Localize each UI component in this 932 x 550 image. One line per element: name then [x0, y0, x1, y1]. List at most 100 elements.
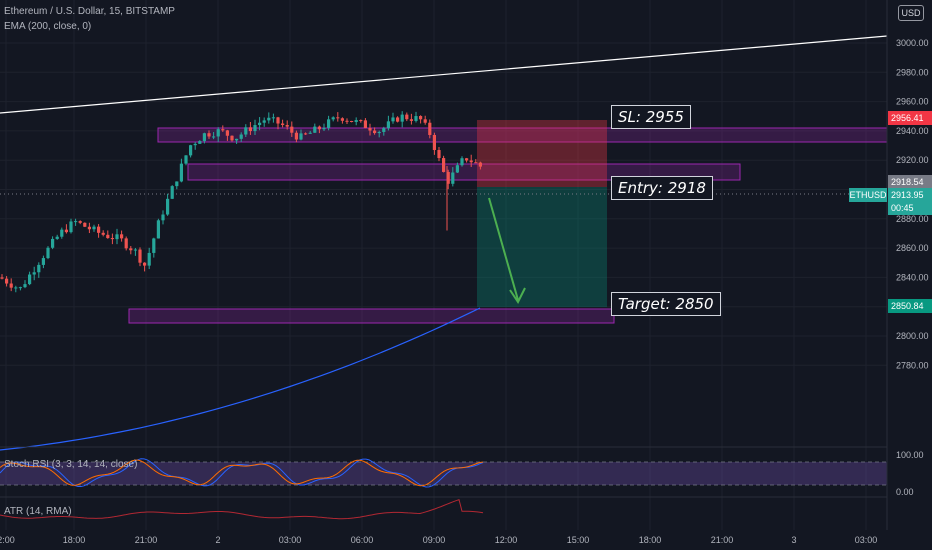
candle-body	[51, 238, 55, 248]
candle-body	[248, 127, 252, 132]
candle-body	[276, 117, 280, 124]
candle-body	[143, 262, 147, 266]
candle-body	[478, 162, 482, 167]
candle-body	[359, 120, 363, 122]
candle-body	[345, 120, 349, 122]
candle-body	[386, 121, 390, 129]
target-annotation[interactable]: Target: 2850	[611, 292, 721, 316]
candle-body	[28, 274, 32, 285]
candle-body	[221, 129, 225, 131]
candle-body	[83, 222, 87, 227]
symbol-tag: ETHUSD	[849, 188, 887, 202]
candle-body	[437, 150, 441, 159]
candle-body	[189, 145, 193, 156]
candle-body	[442, 158, 446, 172]
ema-legend[interactable]: EMA (200, close, 0)	[4, 21, 92, 32]
candle-body	[244, 127, 248, 135]
candle-body	[391, 117, 395, 122]
candle-body	[115, 234, 119, 240]
time-axis[interactable]: 2:00 18:00 21:00 2 03:00 06:00 09:00 12:00 15:00…	[0, 535, 877, 545]
stoch-axis-label: 0.00	[896, 487, 914, 497]
candle-body	[377, 131, 381, 134]
price-axis-label: 2980.00	[896, 67, 929, 77]
stoch-rsi-legend[interactable]: Stoch RSI (3, 3, 14, 14, close)	[4, 459, 138, 470]
candle-body	[322, 127, 326, 130]
candle-body	[87, 226, 91, 230]
candle-body	[290, 126, 294, 133]
candle-body	[207, 133, 211, 137]
trend-line[interactable]	[0, 35, 888, 114]
candle-body	[308, 132, 312, 134]
candle-body	[253, 125, 257, 132]
candle-body	[368, 127, 372, 131]
candle-body	[64, 229, 68, 233]
candle-body	[230, 135, 234, 141]
candle-body	[400, 114, 404, 122]
candle-body	[299, 133, 303, 140]
candle-body	[9, 283, 13, 288]
chart-title[interactable]: Ethereum / U.S. Dollar, 15, BITSTAMP	[4, 6, 175, 17]
candle-body	[41, 258, 45, 265]
sl-annotation[interactable]: SL: 2955	[611, 105, 691, 129]
candle-body	[396, 117, 400, 122]
candle-body	[202, 133, 206, 142]
candle-body	[106, 234, 110, 239]
candle-body	[455, 165, 459, 173]
price-axis-label: 3000.00	[896, 38, 929, 48]
candle-body	[124, 238, 128, 249]
price-axis-label: 2780.00	[896, 360, 929, 370]
candle-body	[313, 126, 317, 133]
candle-body	[133, 249, 137, 251]
candle-body	[120, 234, 124, 239]
price-axis-label: 2960.00	[896, 97, 929, 107]
countdown-tag: 00:45	[888, 201, 932, 215]
candle-body	[317, 126, 321, 130]
candle-body	[285, 124, 289, 127]
candle-body	[14, 287, 18, 289]
candle-body	[97, 226, 101, 233]
time-axis-label: 21:00	[135, 535, 158, 545]
candle-body	[432, 134, 436, 151]
atr-legend[interactable]: ATR (14, RMA)	[4, 506, 72, 517]
entry-annotation[interactable]: Entry: 2918	[611, 176, 713, 200]
grid-lines	[0, 0, 887, 530]
projection-arrow[interactable]	[488, 197, 526, 304]
candle-body	[414, 116, 418, 121]
candle-body	[216, 129, 220, 137]
candle-body	[147, 252, 151, 266]
candle-body	[451, 172, 455, 184]
time-axis-label: 3	[791, 535, 796, 545]
candle-body	[198, 141, 202, 144]
entry-price-tag: 2918.54	[888, 175, 932, 189]
stoch-axis-label: 100.00	[896, 450, 924, 460]
candle-body	[18, 287, 22, 289]
candle-body	[152, 238, 156, 253]
stoch-axis: 100.00 0.00	[896, 450, 924, 497]
price-axis-label: 2860.00	[896, 243, 929, 253]
candle-body	[474, 162, 478, 164]
candle-body	[129, 248, 133, 251]
target-price-tag: 2850.84	[888, 299, 932, 313]
sl-price-tag: 2956.41	[888, 111, 932, 125]
candle-body	[166, 198, 170, 215]
candle-body	[193, 143, 197, 146]
candle-body	[212, 136, 216, 138]
reward-box	[477, 187, 607, 307]
candle-body	[78, 221, 82, 223]
candle-body	[46, 247, 50, 259]
candle-body	[460, 158, 464, 166]
time-axis-label: 03:00	[279, 535, 302, 545]
candle-body	[239, 134, 243, 139]
candle-body	[32, 272, 36, 275]
candle-body	[294, 132, 298, 140]
candle-body	[465, 158, 469, 161]
candle-body	[23, 284, 27, 288]
candle-body	[350, 121, 354, 123]
price-axis-label: 2880.00	[896, 214, 929, 224]
candle-body	[69, 221, 73, 233]
candle-body	[170, 186, 174, 199]
currency-button[interactable]: USD	[898, 5, 924, 21]
time-axis-label: 06:00	[351, 535, 374, 545]
candle-body	[37, 264, 41, 273]
